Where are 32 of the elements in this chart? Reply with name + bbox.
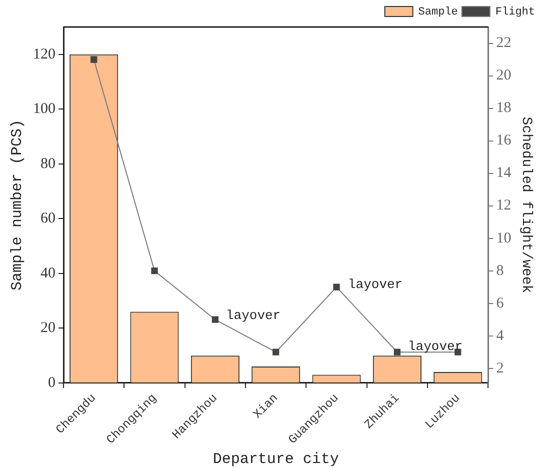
point [333, 284, 340, 290]
y-axis-title: Sample number (PCS) [8, 119, 26, 291]
legend-label: Sample [418, 6, 458, 18]
y2-tick-label: 2 [496, 360, 504, 376]
annotation: layover [408, 338, 463, 354]
y-tick-label: 80 [40, 156, 56, 172]
y-tick-label: 100 [33, 101, 56, 118]
y2-tick-label: 18 [496, 100, 512, 116]
x-axis-title: Departure city [212, 450, 339, 468]
y2-axis-title: Scheduled flight/week [518, 116, 534, 294]
point [272, 348, 280, 356]
point [90, 56, 98, 63]
y-tick-label: 0 [48, 374, 56, 391]
y2-tick-label: 10 [496, 230, 512, 246]
annotation: layover [226, 308, 281, 323]
y2-tick-label: 14 [496, 165, 512, 182]
y-tick-label: 60 [40, 210, 56, 227]
y2-tick-label: 12 [496, 198, 512, 214]
y2-tick-label: 4 [496, 328, 504, 344]
legend-label: Flight [495, 6, 536, 18]
y2-tick-label: 16 [496, 132, 512, 149]
y-tick-label: 40 [40, 265, 56, 282]
y2-tick-label: 22 [496, 35, 512, 52]
y-tick-label: 120 [33, 46, 56, 62]
point [212, 316, 219, 323]
y-tick-label: 20 [40, 320, 56, 336]
annotation: layover [348, 276, 403, 292]
point [394, 348, 401, 356]
y2-tick-label: 8 [496, 262, 504, 279]
point [151, 268, 158, 274]
y2-tick-label: 6 [496, 295, 504, 312]
y2-tick-label: 20 [496, 68, 512, 84]
